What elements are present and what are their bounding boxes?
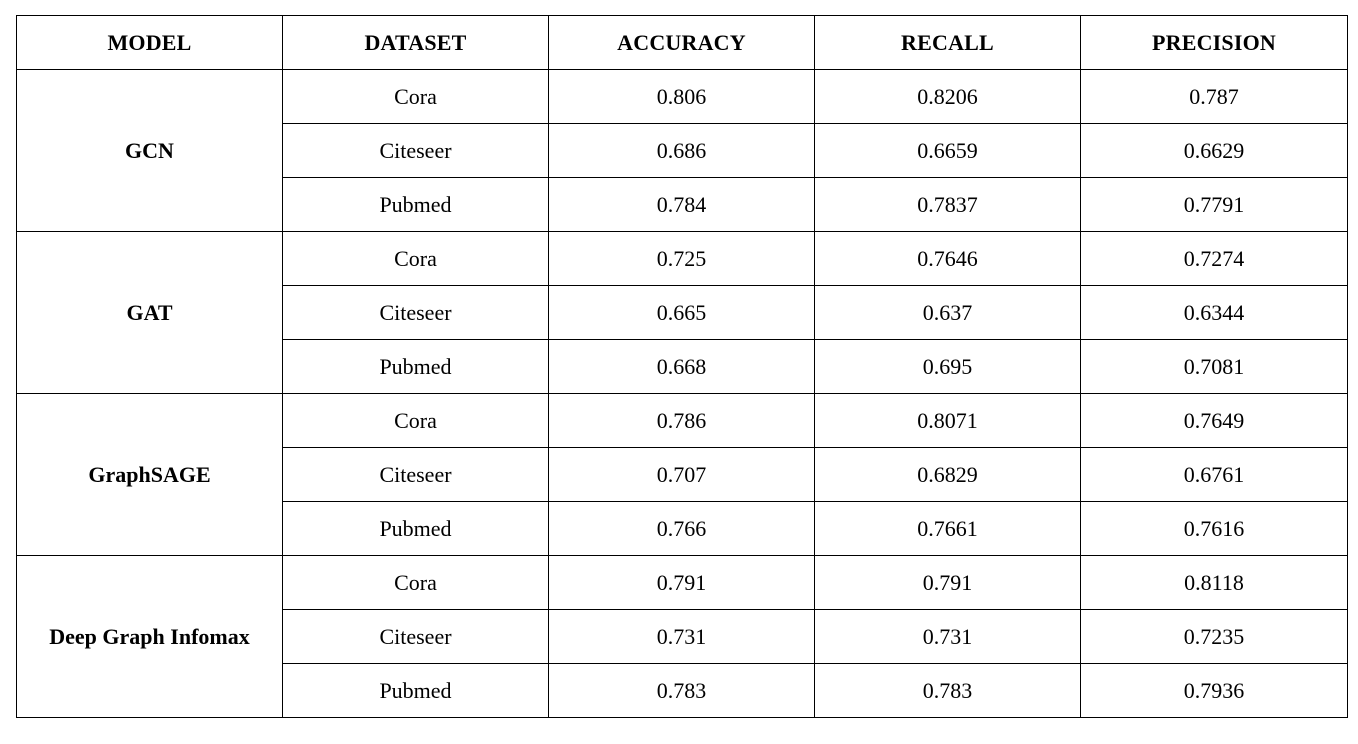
model-cell-gcn: GCN	[16, 69, 283, 232]
accuracy-cell: 0.668	[548, 339, 815, 394]
accuracy-cell: 0.665	[548, 285, 815, 340]
accuracy-cell: 0.786	[548, 393, 815, 448]
accuracy-cell: 0.731	[548, 609, 815, 664]
table-row: GraphSAGE Cora 0.786 0.8071 0.7649	[16, 393, 1348, 556]
precision-cell: 0.7936	[1080, 663, 1348, 718]
recall-cell: 0.6829	[814, 447, 1081, 502]
model-cell-graphsage: GraphSAGE	[16, 393, 283, 556]
header-accuracy: ACCURACY	[548, 15, 815, 70]
model-cell-gat: GAT	[16, 231, 283, 394]
precision-cell: 0.6761	[1080, 447, 1348, 502]
precision-cell: 0.8118	[1080, 555, 1348, 610]
precision-cell: 0.6629	[1080, 123, 1348, 178]
dataset-cell: Cora	[282, 231, 549, 286]
table-body: GCN Cora 0.806 0.8206 0.787 Citeseer 0.6…	[16, 69, 1348, 718]
table-header: MODEL DATASET ACCURACY RECALL PRECISION	[16, 15, 1348, 70]
recall-cell: 0.791	[814, 555, 1081, 610]
recall-cell: 0.637	[814, 285, 1081, 340]
header-precision: PRECISION	[1080, 15, 1348, 70]
recall-cell: 0.695	[814, 339, 1081, 394]
dataset-cell: Cora	[282, 393, 549, 448]
dataset-cell: Citeseer	[282, 123, 549, 178]
table-row: Deep Graph Infomax Cora 0.791 0.791 0.81…	[16, 555, 1348, 718]
recall-cell: 0.7661	[814, 501, 1081, 556]
recall-cell: 0.7646	[814, 231, 1081, 286]
dataset-cell: Cora	[282, 555, 549, 610]
accuracy-cell: 0.686	[548, 123, 815, 178]
precision-cell: 0.7235	[1080, 609, 1348, 664]
dataset-cell: Citeseer	[282, 609, 549, 664]
dataset-cell: Pubmed	[282, 663, 549, 718]
accuracy-cell: 0.784	[548, 177, 815, 232]
accuracy-cell: 0.707	[548, 447, 815, 502]
dataset-cell: Citeseer	[282, 447, 549, 502]
header-recall: RECALL	[814, 15, 1081, 70]
dataset-cell: Cora	[282, 69, 549, 124]
header-row: MODEL DATASET ACCURACY RECALL PRECISION	[16, 15, 1348, 70]
precision-cell: 0.7616	[1080, 501, 1348, 556]
dataset-cell: Pubmed	[282, 339, 549, 394]
recall-cell: 0.731	[814, 609, 1081, 664]
precision-cell: 0.7649	[1080, 393, 1348, 448]
accuracy-cell: 0.791	[548, 555, 815, 610]
results-table-container: MODEL DATASET ACCURACY RECALL PRECISION …	[16, 15, 1348, 718]
table-row: Pubmed 0.783 0.783 0.7936	[17, 663, 1348, 718]
table-row: Citeseer 0.665 0.637 0.6344	[17, 285, 1348, 340]
table-row: Pubmed 0.766 0.7661 0.7616	[17, 501, 1348, 556]
recall-cell: 0.8206	[814, 69, 1081, 124]
accuracy-cell: 0.806	[548, 69, 815, 124]
table-row: Pubmed 0.668 0.695 0.7081	[17, 339, 1348, 394]
header-model: MODEL	[16, 15, 283, 70]
accuracy-cell: 0.783	[548, 663, 815, 718]
accuracy-cell: 0.766	[548, 501, 815, 556]
precision-cell: 0.6344	[1080, 285, 1348, 340]
precision-cell: 0.7791	[1080, 177, 1348, 232]
header-dataset: DATASET	[282, 15, 549, 70]
results-table: MODEL DATASET ACCURACY RECALL PRECISION …	[16, 15, 1348, 718]
table-row: GAT Cora 0.725 0.7646 0.7274	[16, 231, 1348, 394]
precision-cell: 0.787	[1080, 69, 1348, 124]
table-row: GCN Cora 0.806 0.8206 0.787	[16, 69, 1348, 232]
dataset-cell: Pubmed	[282, 177, 549, 232]
precision-cell: 0.7081	[1080, 339, 1348, 394]
table-row: Citeseer 0.731 0.731 0.7235	[17, 609, 1348, 664]
table-row: Citeseer 0.707 0.6829 0.6761	[17, 447, 1348, 502]
accuracy-cell: 0.725	[548, 231, 815, 286]
recall-cell: 0.783	[814, 663, 1081, 718]
dataset-cell: Citeseer	[282, 285, 549, 340]
precision-cell: 0.7274	[1080, 231, 1348, 286]
dataset-cell: Pubmed	[282, 501, 549, 556]
recall-cell: 0.7837	[814, 177, 1081, 232]
model-cell-deep-graph-infomax: Deep Graph Infomax	[16, 555, 283, 718]
recall-cell: 0.8071	[814, 393, 1081, 448]
recall-cell: 0.6659	[814, 123, 1081, 178]
